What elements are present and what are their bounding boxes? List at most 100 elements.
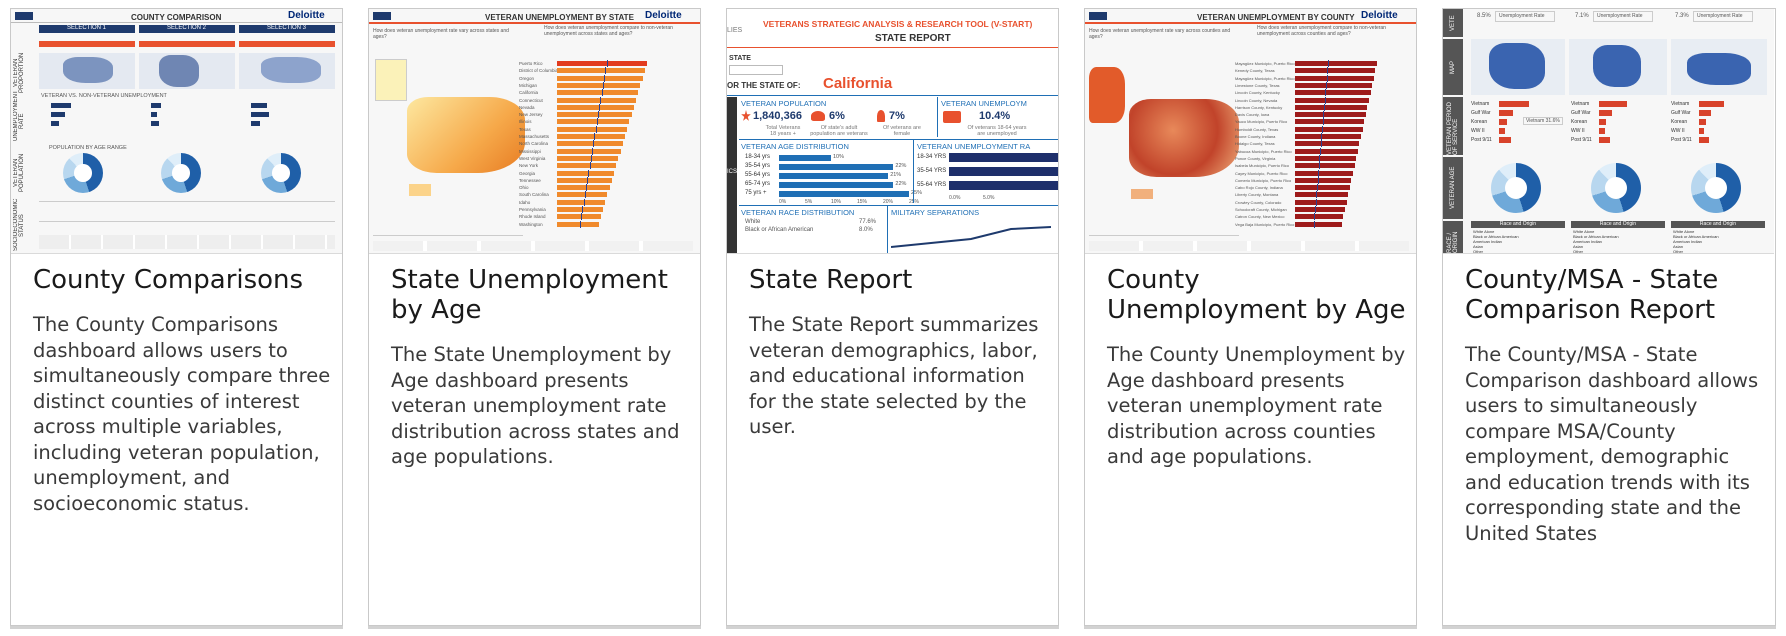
state-label: Texas (519, 126, 531, 132)
service-label: Vietnam (1471, 101, 1490, 107)
card-description: The State Report summarizes veteran demo… (749, 313, 1039, 438)
state-label: South Carolina (519, 192, 549, 198)
state-bar (557, 104, 634, 110)
county-bar (1295, 192, 1349, 198)
county-label: Cabo Rojo County, Indiana (1235, 185, 1283, 191)
donut-chart (1491, 163, 1541, 213)
state-bar (557, 163, 617, 169)
state-bar (557, 75, 643, 81)
county-bar (1295, 163, 1355, 169)
state-bar (557, 126, 628, 132)
service-bar (1499, 101, 1529, 107)
age-label: 75 yrs + (745, 190, 767, 196)
donut-chart (161, 153, 201, 193)
county-label: Humboldt County, Texas (1235, 126, 1279, 132)
age-label: 65-74 yrs (745, 181, 771, 187)
card-title: State Unemployment by Age (391, 265, 668, 325)
county-bar (1295, 214, 1344, 220)
unemp-bar (949, 153, 1058, 162)
county-unemployment-thumbnail: VETERAN UNEMPLOYMENT BY COUNTY Deloitte … (1085, 9, 1416, 254)
race-row-label: Other (1473, 249, 1484, 254)
state-bar (557, 141, 623, 147)
county-marker (1323, 111, 1325, 119)
service-bar (1599, 128, 1605, 134)
county-marker (1317, 176, 1319, 184)
age-bar-value: 22% (895, 163, 907, 169)
card-state-report[interactable]: LIES VETERANS STRATEGIC ANALYSIS & RESEA… (726, 8, 1059, 626)
deloitte-logo: Deloitte (1361, 10, 1398, 21)
deloitte-logo: Deloitte (288, 10, 325, 21)
county-label: Harrison County, Kentucky (1235, 104, 1283, 110)
card-description: The County Comparisons dashboard allows … (33, 313, 331, 515)
state-bar (557, 170, 614, 176)
state-label: California (519, 90, 539, 96)
card-county-unemployment-by-age[interactable]: VETERAN UNEMPLOYMENT BY COUNTY Deloitte … (1084, 8, 1417, 626)
card-description: The County Unemployment by Age dashboard… (1107, 343, 1406, 468)
county-msa-thumbnail: VETE MAP VETERAN PERIOD OF SERVICE VETER… (1443, 9, 1774, 254)
age-label: 18-34 yrs (745, 154, 771, 160)
card-state-unemployment-by-age[interactable]: VETERAN UNEMPLOYMENT BY STATE Deloitte H… (368, 8, 701, 626)
state-marker (583, 198, 585, 206)
state-marker (606, 60, 608, 67)
state-marker (588, 169, 590, 177)
county-bar (1295, 199, 1347, 205)
unemp-label: 35-54 YRS (917, 168, 947, 174)
state-bar (557, 192, 608, 198)
county-comparisons-thumbnail: COUNTY COMPARISON Deloitte SELECTION 1 S… (11, 9, 342, 254)
state-label: West Virginia (519, 155, 546, 161)
age-axis-tick: 0% (779, 199, 787, 205)
county-marker (1325, 81, 1327, 89)
county-bar (1295, 207, 1345, 212)
county-marker (1321, 133, 1323, 140)
state-bar (557, 68, 645, 74)
county-bar (1295, 104, 1368, 110)
county-label: Liberty County, Montana (1235, 192, 1279, 198)
county-bar (1295, 82, 1373, 88)
county-bar (1295, 119, 1365, 125)
state-label: New Jersey (519, 112, 543, 118)
service-bar (1699, 137, 1710, 143)
state-label: Michigan (519, 82, 538, 88)
county-marker (1322, 118, 1324, 126)
state-bar (557, 155, 619, 161)
state-marker (593, 140, 595, 148)
card-title: State Report (749, 265, 913, 295)
county-label: Boone County, Indiana (1235, 134, 1276, 139)
state-marker (591, 147, 593, 155)
deloitte-logo: Deloitte (645, 10, 682, 21)
county-marker (1325, 89, 1327, 97)
county-label: Schoolcraft County, Michigan (1235, 207, 1287, 212)
state-select[interactable] (729, 65, 783, 75)
county-bar (1295, 90, 1371, 96)
service-bar (1599, 119, 1607, 125)
race-row-label: White Alone (1473, 229, 1495, 234)
state-bar (557, 82, 641, 88)
card-description: The County/MSA - State Comparison dashbo… (1465, 343, 1759, 545)
state-label: District of Columbia (519, 68, 559, 74)
state-label: Ohio (519, 185, 529, 191)
card-county-msa-state-comparison[interactable]: VETE MAP VETERAN PERIOD OF SERVICE VETER… (1442, 8, 1776, 626)
state-marker (590, 154, 592, 162)
state-marker (581, 213, 583, 221)
state-bar (557, 61, 647, 66)
state-marker (582, 206, 584, 213)
age-bar (779, 191, 909, 197)
service-label: Vietnam (1571, 101, 1590, 107)
county-marker (1324, 96, 1326, 104)
state-marker (596, 118, 598, 126)
state-label: Washington (519, 221, 543, 227)
service-bar (1499, 128, 1505, 134)
county-label: Comerio Municipio, Puerto Rico (1235, 177, 1292, 183)
unemp-label: 18-34 YRS (917, 154, 947, 160)
state-marker (579, 220, 581, 228)
race-row-label: Asian (1473, 244, 1484, 249)
race-row-label: Black or African American (1573, 234, 1619, 239)
state-report-thumbnail: LIES VETERANS STRATEGIC ANALYSIS & RESEA… (727, 9, 1058, 254)
race-row-label: American Indian (1473, 239, 1502, 244)
service-label: Korean (1571, 119, 1588, 125)
state-bar (557, 90, 639, 96)
county-marker (1323, 103, 1325, 111)
state-label: North Carolina (519, 141, 549, 147)
card-county-comparisons[interactable]: COUNTY COMPARISON Deloitte SELECTION 1 S… (10, 8, 343, 626)
state-marker (601, 89, 603, 97)
